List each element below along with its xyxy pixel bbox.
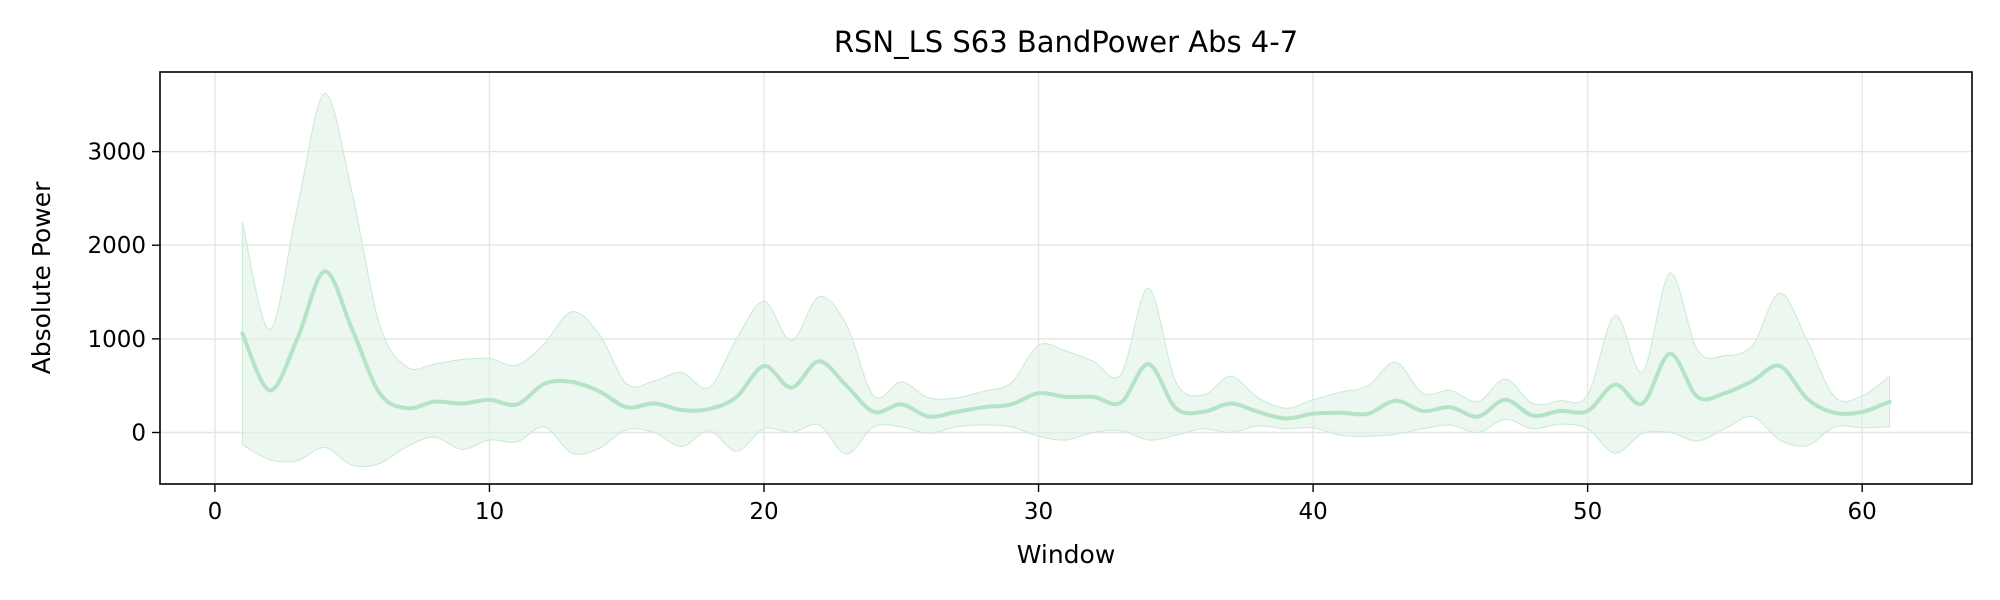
confidence-band bbox=[241, 93, 1891, 468]
x-axis-label: Window bbox=[1017, 540, 1116, 569]
x-tick-label: 60 bbox=[1848, 499, 1877, 525]
y-tick-label: 1000 bbox=[87, 327, 146, 353]
y-tick-label: 3000 bbox=[87, 140, 146, 166]
x-tick-label: 50 bbox=[1573, 499, 1602, 525]
x-tick-label: 30 bbox=[1024, 499, 1053, 525]
y-tick-label: 0 bbox=[131, 421, 146, 447]
x-tick-label: 10 bbox=[475, 499, 504, 525]
x-tick-label: 20 bbox=[749, 499, 778, 525]
plot-frame bbox=[159, 71, 1973, 485]
mean-line bbox=[240, 269, 1892, 421]
x-tick-label: 0 bbox=[208, 499, 223, 525]
y-axis-label: Absolute Power bbox=[27, 181, 56, 375]
x-axis-ticks: 0 10 20 30 40 50 60 bbox=[208, 484, 1877, 525]
x-tick-label: 40 bbox=[1298, 499, 1327, 525]
y-tick-label: 2000 bbox=[87, 233, 146, 259]
y-axis-ticks: 0 1000 2000 3000 bbox=[87, 140, 160, 447]
chart-title: RSN_LS S63 BandPower Abs 4-7 bbox=[834, 25, 1298, 59]
